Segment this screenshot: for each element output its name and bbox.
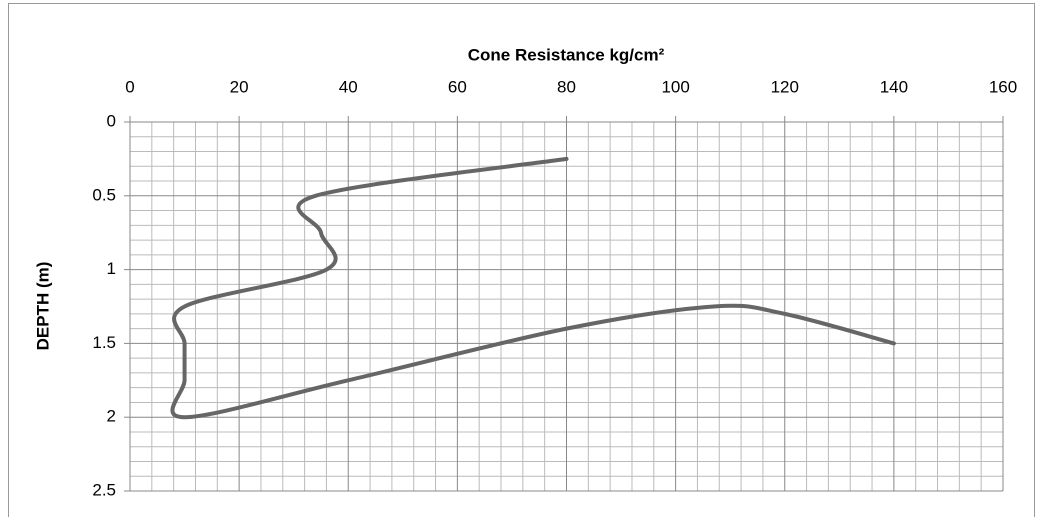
y-tick-label: 1 bbox=[107, 259, 116, 278]
y-tick-label: 2.5 bbox=[92, 480, 116, 499]
x-tick-label: 60 bbox=[448, 77, 467, 96]
x-tick-label: 120 bbox=[771, 77, 799, 96]
x-tick-label: 140 bbox=[880, 77, 908, 96]
y-axis-label: DEPTH (m) bbox=[33, 262, 52, 351]
x-tick-label: 0 bbox=[125, 77, 134, 96]
x-tick-label: 40 bbox=[339, 77, 358, 96]
chart-frame bbox=[8, 3, 1035, 517]
x-tick-label: 160 bbox=[989, 77, 1017, 96]
y-tick-label: 1.5 bbox=[92, 333, 116, 352]
x-tick-label: 100 bbox=[661, 77, 689, 96]
y-tick-label: 2 bbox=[107, 407, 116, 426]
chart-title: Cone Resistance kg/cm² bbox=[468, 45, 665, 64]
data-line bbox=[170, 156, 896, 420]
x-tick-label: 80 bbox=[557, 77, 576, 96]
x-tick-label: 20 bbox=[230, 77, 249, 96]
y-tick-label: 0.5 bbox=[92, 185, 116, 204]
y-tick-label: 0 bbox=[107, 111, 116, 130]
